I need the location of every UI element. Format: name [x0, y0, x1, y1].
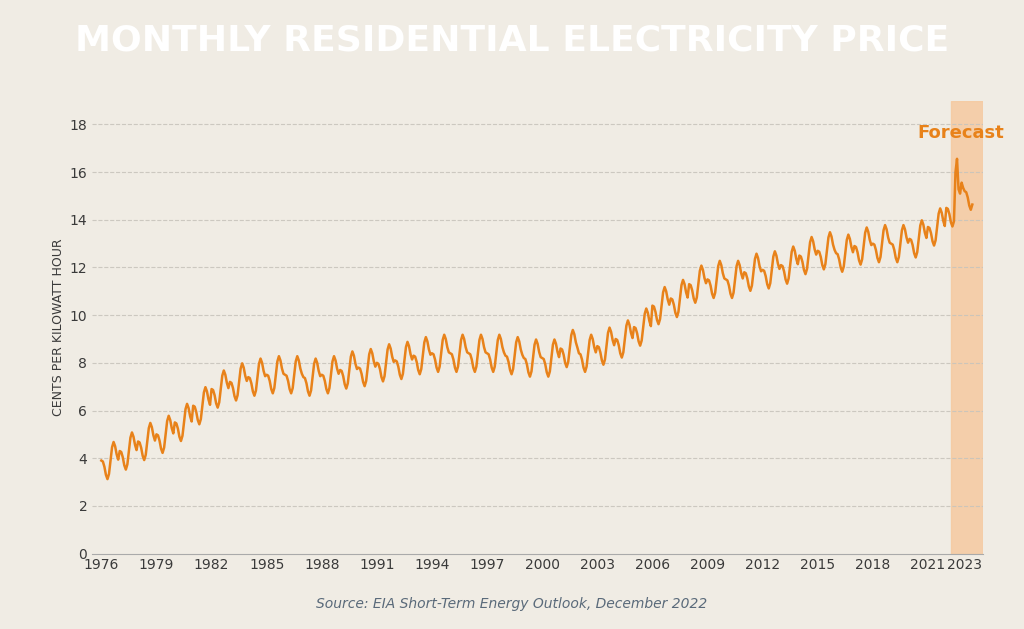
Text: Source: EIA Short-Term Energy Outlook, December 2022: Source: EIA Short-Term Energy Outlook, D… [316, 597, 708, 611]
Text: Forecast: Forecast [918, 125, 1005, 143]
Bar [951, 101, 983, 554]
Y-axis label: CENTS PER KILOWATT HOUR: CENTS PER KILOWATT HOUR [52, 238, 65, 416]
Text: MONTHLY RESIDENTIAL ELECTRICITY PRICE: MONTHLY RESIDENTIAL ELECTRICITY PRICE [75, 24, 949, 58]
